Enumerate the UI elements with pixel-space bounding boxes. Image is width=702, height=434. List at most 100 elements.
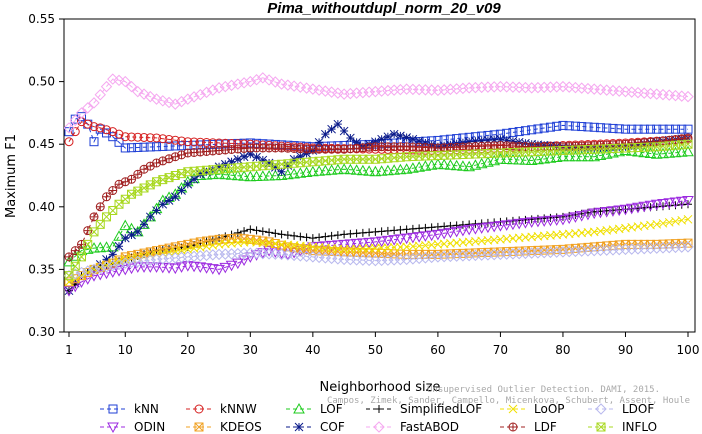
legend: kNN kNNW LOF SimplifiedLOF LoOP LDOF ODIN KDEOS… (100, 402, 657, 434)
data-point-cof (477, 136, 487, 146)
data-point-cof (108, 250, 118, 259)
data-point-odin (375, 236, 388, 248)
data-point-cof (314, 137, 324, 147)
legend-marker-loop (508, 404, 518, 414)
data-point-inflo (120, 194, 130, 204)
data-point-knnw (108, 127, 118, 137)
data-point-knn (89, 137, 99, 147)
data-point-cof (421, 138, 430, 148)
data-point-lof (575, 150, 588, 162)
data-point-fastabod (394, 83, 407, 96)
data-point-fastabod (175, 95, 188, 108)
data-point-knn (77, 112, 87, 122)
data-point-cof (283, 161, 293, 170)
data-point-fastabod (269, 76, 282, 88)
data-point-cof (258, 155, 268, 165)
data-point-odin (450, 226, 463, 238)
data-point-odin (607, 206, 619, 217)
data-point-lof (219, 168, 232, 180)
data-point-simplifiedlof (358, 228, 367, 237)
data-point-lof (669, 146, 682, 158)
y-tick-label: 0.35 (28, 262, 55, 276)
data-point-odin (644, 200, 657, 212)
data-point-knnw (83, 119, 93, 129)
data-point-knn (652, 124, 662, 134)
data-point-lof (288, 167, 300, 179)
data-point-odin (469, 224, 482, 235)
data-point-fastabod (182, 93, 194, 105)
x-tick-label: 1 (65, 343, 73, 357)
data-point-odin (369, 237, 382, 248)
data-point-lof (263, 169, 275, 181)
data-point-fastabod (213, 82, 225, 94)
data-point-lof (281, 168, 294, 180)
legend-marker-fastabod (373, 421, 385, 433)
series-fastabod (64, 72, 694, 134)
data-point-lof (231, 169, 244, 181)
data-point-lof (225, 169, 238, 180)
data-point-fastabod (207, 84, 219, 96)
data-point-odin (657, 199, 669, 210)
data-point-lof (450, 159, 463, 171)
data-point-simplifiedlof (290, 231, 299, 240)
data-point-knn (670, 124, 680, 134)
data-point-odin (482, 222, 494, 234)
data-point-inflo (683, 139, 693, 149)
data-point-simplifiedlof (452, 221, 461, 230)
legend-marker-knnw (194, 404, 204, 414)
data-point-knn (527, 125, 537, 135)
data-point-odin (382, 235, 394, 247)
data-point-ldf (70, 246, 80, 256)
data-point-odin (125, 263, 138, 275)
data-point-odin (219, 262, 232, 274)
data-point-knnw (170, 135, 180, 145)
data-point-knn (539, 123, 549, 133)
data-point-knnw (195, 137, 205, 147)
data-point-odin (513, 218, 526, 230)
y-tick-label: 0.55 (28, 12, 55, 26)
data-point-fastabod (682, 90, 694, 103)
chart-title: Pima_withoutdupl_norm_20_v09 (267, 0, 501, 17)
data-point-ldf (133, 169, 143, 179)
data-point-odin (669, 197, 682, 209)
data-point-odin (169, 263, 182, 275)
data-point-odin (350, 238, 363, 250)
data-point-knn (608, 123, 618, 133)
data-point-simplifiedlof (433, 222, 442, 231)
data-point-odin (538, 216, 551, 227)
data-point-ldof (207, 249, 219, 261)
data-point-lof (500, 153, 513, 164)
legend-entry-inflo: INFLO (588, 420, 657, 434)
data-point-cof (483, 135, 493, 145)
data-point-inflo (177, 169, 187, 179)
data-point-cof (139, 219, 149, 229)
data-point-lof (569, 150, 582, 162)
data-point-knn (514, 127, 524, 137)
data-point-lof (313, 165, 325, 176)
data-point-simplifiedlof (233, 228, 242, 237)
data-point-knn (508, 127, 518, 137)
data-point-lof (532, 153, 544, 165)
x-tick-label: 80 (555, 343, 570, 357)
data-point-odin (194, 262, 207, 273)
data-point-knn (614, 124, 624, 134)
data-point-cof (202, 167, 211, 177)
data-point-simplifiedlof (252, 226, 261, 235)
data-point-ldof (150, 253, 163, 266)
data-point-odin (357, 238, 369, 249)
data-point-knnw (164, 134, 174, 144)
data-point-ldof (157, 253, 169, 265)
data-point-fastabod (132, 85, 144, 98)
data-point-ldof (94, 262, 106, 274)
data-point-knnw (102, 125, 112, 135)
data-point-cof (164, 196, 174, 205)
data-point-fastabod (344, 87, 357, 100)
data-point-odin (94, 269, 107, 281)
data-point-fastabod (150, 93, 163, 105)
data-point-knn (133, 142, 143, 152)
data-point-cof (464, 137, 474, 147)
legend-marker-kdeos (194, 422, 204, 432)
data-point-knn (145, 142, 155, 152)
data-point-lof (275, 169, 288, 180)
data-point-lof (650, 148, 663, 159)
